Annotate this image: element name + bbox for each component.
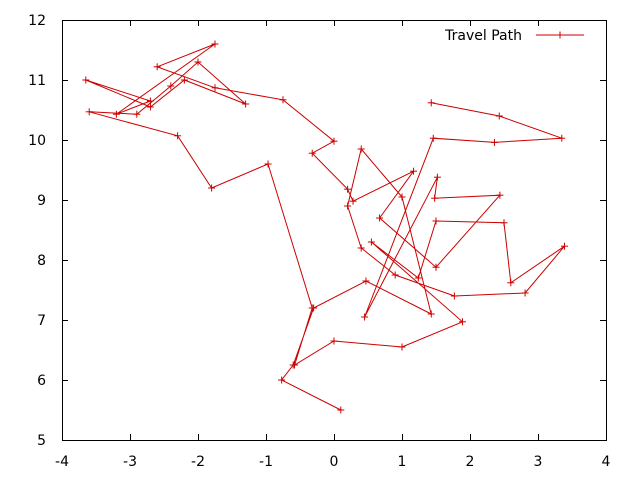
legend-label: Travel Path bbox=[444, 28, 522, 44]
data-point-marker bbox=[410, 167, 418, 175]
y-tick-label: 10 bbox=[28, 133, 46, 149]
data-point-marker bbox=[112, 110, 120, 118]
data-point-marker bbox=[432, 217, 440, 225]
data-point-marker bbox=[330, 337, 338, 345]
x-tick-label: -4 bbox=[55, 454, 69, 470]
data-point-marker bbox=[496, 191, 504, 199]
data-point-marker bbox=[459, 318, 467, 326]
data-point-marker bbox=[427, 99, 435, 107]
x-tick-label: 3 bbox=[534, 454, 543, 470]
data-point-marker bbox=[490, 138, 498, 146]
data-point-marker bbox=[349, 197, 357, 205]
data-point-marker bbox=[291, 361, 299, 369]
data-point-marker bbox=[308, 304, 316, 312]
legend: Travel Path bbox=[444, 28, 584, 44]
data-point-marker bbox=[208, 184, 216, 192]
axis-ticks bbox=[62, 20, 607, 441]
y-tick-label: 6 bbox=[37, 373, 46, 389]
data-point-marker bbox=[344, 185, 352, 193]
data-point-marker bbox=[429, 134, 437, 142]
y-tick-label: 7 bbox=[37, 313, 46, 329]
data-point-marker bbox=[278, 376, 286, 384]
plot-frame bbox=[62, 20, 607, 441]
data-point-marker bbox=[361, 313, 369, 321]
x-tick-label: -2 bbox=[191, 454, 205, 470]
x-tick-label: 4 bbox=[602, 454, 611, 470]
data-point-marker bbox=[153, 63, 161, 71]
y-tick-label: 5 bbox=[37, 433, 46, 449]
data-point-marker bbox=[211, 84, 219, 92]
data-point-marker bbox=[133, 110, 141, 118]
data-point-marker bbox=[376, 214, 384, 222]
y-tick-label: 8 bbox=[37, 253, 46, 269]
x-tick-label: 2 bbox=[466, 454, 475, 470]
data-point-marker bbox=[82, 76, 90, 84]
data-point-marker bbox=[432, 263, 440, 271]
data-point-marker bbox=[398, 343, 406, 351]
data-point-marker bbox=[344, 202, 352, 210]
data-point-marker bbox=[367, 238, 375, 246]
legend-marker bbox=[556, 31, 564, 39]
data-point-marker bbox=[427, 310, 435, 318]
data-point-marker bbox=[146, 97, 154, 105]
data-point-marker bbox=[450, 292, 458, 300]
data-point-marker bbox=[433, 173, 441, 181]
data-point-marker bbox=[558, 134, 566, 142]
series-path-line bbox=[85, 43, 565, 411]
y-tick-label: 9 bbox=[37, 193, 46, 209]
x-tick-label: 0 bbox=[330, 454, 339, 470]
data-point-marker bbox=[146, 103, 154, 111]
data-point-marker bbox=[308, 149, 316, 157]
data-point-marker bbox=[180, 76, 188, 84]
data-point-marker bbox=[357, 145, 365, 153]
data-point-marker bbox=[561, 242, 569, 250]
data-point-marker bbox=[507, 279, 515, 287]
data-point-marker bbox=[495, 112, 503, 120]
data-point-marker bbox=[337, 406, 345, 414]
data-point-marker bbox=[521, 289, 529, 297]
data-point-marker bbox=[279, 96, 287, 104]
data-point-marker bbox=[85, 108, 93, 116]
data-point-marker bbox=[357, 244, 365, 252]
x-tick-label: 1 bbox=[398, 454, 407, 470]
data-point-marker bbox=[194, 58, 202, 66]
data-point-marker bbox=[211, 40, 219, 48]
x-tick-label: -3 bbox=[123, 454, 137, 470]
y-tick-label: 12 bbox=[28, 13, 46, 29]
y-tick-label: 11 bbox=[28, 73, 46, 89]
data-point-marker bbox=[391, 271, 399, 279]
x-tick-label: -1 bbox=[259, 454, 273, 470]
data-point-marker bbox=[330, 137, 338, 145]
data-point-marker bbox=[398, 193, 406, 201]
data-point-marker bbox=[167, 82, 175, 90]
series-layer bbox=[82, 40, 569, 414]
data-point-marker bbox=[174, 132, 182, 140]
data-point-marker bbox=[500, 219, 508, 227]
data-point-marker bbox=[264, 160, 272, 168]
data-point-marker bbox=[362, 277, 370, 285]
data-point-marker bbox=[242, 100, 250, 108]
data-point-marker bbox=[414, 274, 422, 282]
data-point-marker bbox=[431, 194, 439, 202]
